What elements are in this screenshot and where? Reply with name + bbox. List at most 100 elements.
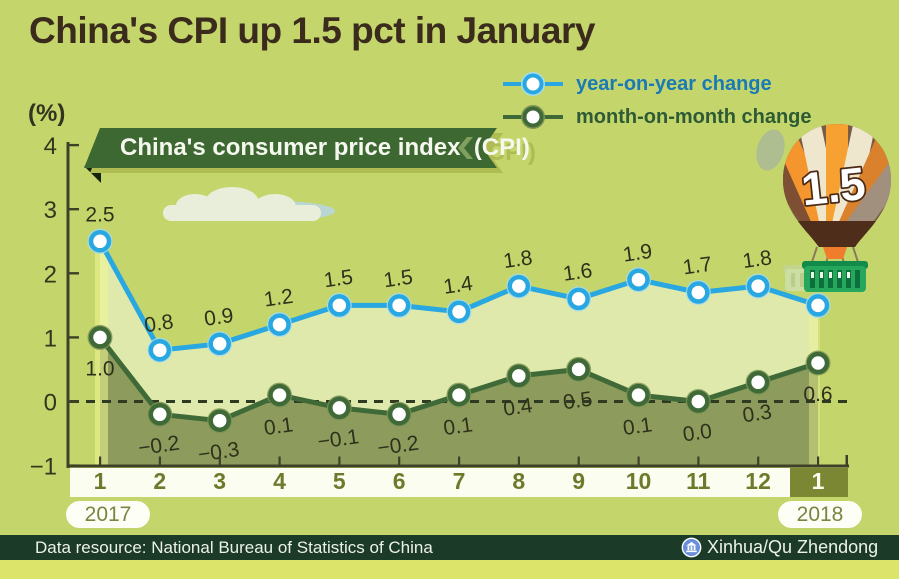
y-axis <box>66 142 70 468</box>
banner-ribbon <box>84 128 497 168</box>
photo-credit-text: Xinhua/Qu Zhendong <box>707 537 879 557</box>
x-month-label: 6 <box>393 468 406 494</box>
mom-data-point <box>328 396 351 420</box>
yoy-data-point <box>567 287 590 311</box>
mom-data-point <box>268 383 291 407</box>
legend-label-yoy: year-on-year change <box>576 72 772 95</box>
mom-data-point <box>806 351 830 375</box>
year-badge-2018: 2018 <box>778 501 862 528</box>
mom-value-label: 0.1 <box>442 413 474 440</box>
yoy-data-point <box>208 332 231 356</box>
mom-data-point <box>627 383 650 407</box>
first-month-band <box>95 241 108 466</box>
yoy-data-point <box>746 274 770 298</box>
balloon-mouth <box>823 247 847 259</box>
mom-data-point <box>687 390 710 413</box>
x-month-label: 4 <box>273 468 286 494</box>
last-month-band <box>809 305 820 466</box>
y-tick <box>68 400 79 403</box>
yoy-data-point <box>268 313 291 336</box>
yoy-data-point <box>507 274 531 298</box>
x-axis <box>66 464 849 468</box>
cpi-banner: China's consumer price index (CPI) <box>84 128 530 168</box>
mom-value-label: 0.4 <box>502 394 534 421</box>
x-tick <box>218 456 221 465</box>
hot-air-balloon: 1.5 <box>783 124 891 292</box>
x-tick <box>637 456 640 465</box>
x-month-label: 12 <box>745 468 771 494</box>
x-month-label: 9 <box>572 468 585 494</box>
x-tick <box>278 456 281 465</box>
yoy-data-point <box>387 294 411 317</box>
y-tick <box>68 272 79 275</box>
y-tick-label: −1 <box>30 454 57 481</box>
yoy-value-label: 1.7 <box>681 253 713 280</box>
y-tick-label: 0 <box>44 390 57 417</box>
x-month-label: 10 <box>626 468 652 494</box>
x-month-label: 1 <box>94 468 107 494</box>
mom-data-point <box>746 371 770 394</box>
y-tick-label: 4 <box>44 133 57 160</box>
x-tick <box>697 456 700 465</box>
x-month-label: 3 <box>213 468 226 494</box>
x-axis-end-tick <box>845 455 848 465</box>
yoy-data-point <box>328 294 351 317</box>
mom-value-label: 0.1 <box>622 413 654 440</box>
balloon-value-label: 1.5 <box>799 157 868 215</box>
mom-value-label: −0.2 <box>137 432 181 461</box>
data-source-text: Data resource: National Bureau of Statis… <box>35 538 433 557</box>
mom-value-label: 0.0 <box>681 420 713 447</box>
mom-data-point <box>148 403 172 426</box>
mom-data-point <box>567 358 590 381</box>
x-month-label: 11 <box>686 468 711 494</box>
yoy-data-point <box>627 268 650 291</box>
yoy-data-point <box>806 294 830 317</box>
mom-value-label: 0.3 <box>741 400 773 427</box>
x-tick <box>338 456 341 465</box>
y-tick <box>68 208 79 211</box>
yoy-value-label: 0.8 <box>143 310 175 337</box>
yoy-value-label: 0.9 <box>203 304 235 331</box>
bottom-strip <box>0 560 899 579</box>
y-axis-unit-label: (%) <box>28 100 66 127</box>
yoy-value-label: 1.8 <box>741 246 773 273</box>
yoy-data-point <box>687 281 710 304</box>
balloon-basket <box>802 261 868 292</box>
yoy-data-point <box>447 300 471 324</box>
x-month-label: 7 <box>453 468 466 494</box>
x-month-label: 1 <box>812 468 825 494</box>
yoy-value-label: 1.8 <box>502 246 534 273</box>
yoy-value-label: 1.5 <box>382 266 414 293</box>
mom-data-point <box>208 409 231 432</box>
current-month-highlight <box>790 468 848 497</box>
y-tick <box>68 336 79 339</box>
x-tick <box>517 456 520 465</box>
mom-line-marker-icon <box>503 105 563 129</box>
yoy-value-label: 2.5 <box>85 203 114 226</box>
x-tick <box>817 456 820 465</box>
cloud-decoration <box>163 187 338 226</box>
yoy-data-point <box>148 338 172 362</box>
y-tick-label: 3 <box>44 197 57 224</box>
x-tick <box>398 456 401 465</box>
mom-data-point <box>507 364 531 388</box>
x-tick <box>158 456 161 465</box>
mom-data-point <box>88 326 112 349</box>
banner-title: China's consumer price index (CPI) <box>120 134 530 161</box>
x-month-label: 5 <box>333 468 346 494</box>
year-badge-2017: 2017 <box>66 501 150 528</box>
mom-value-label: 0.1 <box>263 413 295 440</box>
yoy-value-label: 1.4 <box>442 272 474 299</box>
y-tick-label: 2 <box>44 261 57 288</box>
xinhua-logo-icon <box>681 537 702 558</box>
y-tick <box>68 464 79 467</box>
mom-data-point <box>387 403 411 426</box>
yoy-value-label: 1.9 <box>622 240 654 267</box>
x-month-label: 8 <box>512 468 525 494</box>
mom-value-label: 0.6 <box>803 383 832 406</box>
page-title: China's CPI up 1.5 pct in January <box>29 10 595 51</box>
yoy-value-label: 1.2 <box>263 285 295 312</box>
yoy-line-marker-icon <box>503 72 563 96</box>
